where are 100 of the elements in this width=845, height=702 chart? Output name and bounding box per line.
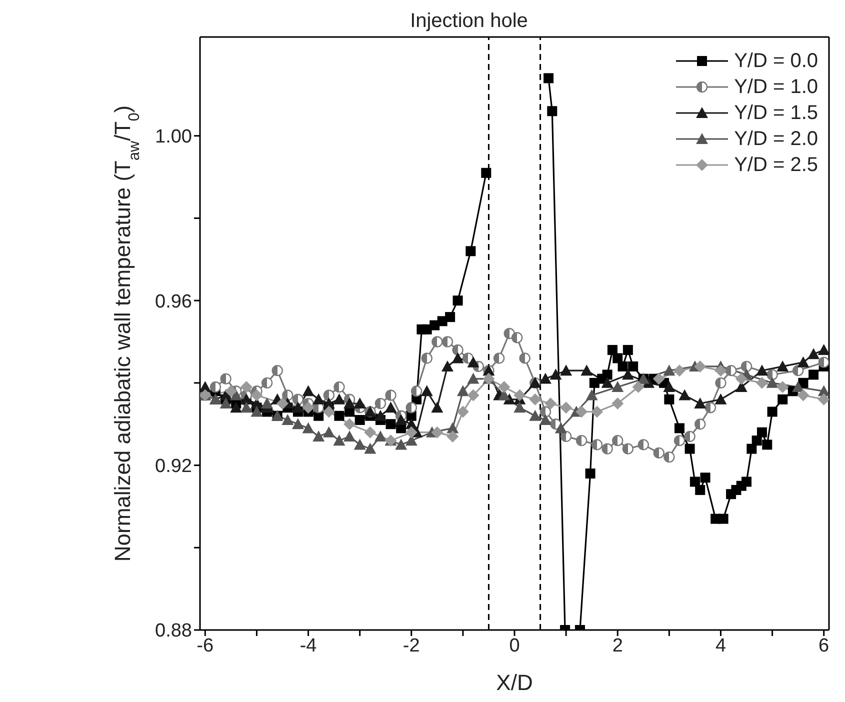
point	[374, 410, 386, 421]
point	[374, 430, 386, 442]
point	[272, 364, 283, 376]
point	[292, 418, 304, 430]
point	[431, 402, 444, 413]
point	[250, 406, 263, 417]
point	[550, 368, 562, 380]
point	[333, 434, 346, 446]
point	[664, 451, 675, 463]
point	[354, 438, 366, 450]
point	[441, 360, 454, 372]
point	[818, 385, 829, 396]
point	[735, 372, 748, 385]
legend-label: Y/D = 1.0	[734, 76, 818, 98]
point	[514, 402, 526, 413]
y-tick-label: 1.00	[155, 126, 192, 148]
point	[684, 430, 696, 442]
point	[560, 402, 572, 414]
point	[632, 381, 644, 394]
point	[385, 390, 396, 401]
y-tick-label: 0.96	[155, 291, 192, 312]
point	[529, 393, 542, 406]
point	[554, 422, 567, 434]
point	[276, 398, 288, 410]
point	[612, 398, 624, 410]
point	[405, 426, 418, 438]
point	[818, 344, 829, 355]
point	[322, 406, 335, 418]
point	[467, 372, 480, 384]
point	[344, 430, 356, 442]
point	[312, 393, 325, 404]
point	[344, 398, 356, 409]
point	[302, 385, 314, 396]
x-tick-label: 4	[715, 635, 726, 656]
x-tick-label: -6	[196, 635, 214, 656]
x-tick-label: 2	[612, 635, 623, 656]
point	[602, 443, 613, 454]
legend-label: Y/D = 2.5	[734, 154, 818, 176]
point	[323, 390, 334, 401]
point	[540, 406, 552, 418]
point	[519, 352, 530, 364]
point	[601, 376, 614, 388]
point	[224, 385, 237, 398]
point	[714, 393, 727, 404]
point	[467, 389, 480, 402]
point	[590, 406, 603, 418]
point	[261, 377, 273, 389]
point	[622, 368, 634, 380]
point	[410, 386, 422, 397]
y-tick-label: 0.88	[155, 620, 192, 642]
point	[230, 389, 242, 400]
point	[674, 434, 686, 446]
point	[240, 402, 252, 413]
x-tick-label: 0	[509, 635, 520, 656]
point	[638, 439, 649, 450]
point	[312, 430, 325, 442]
point	[776, 381, 789, 394]
point	[694, 360, 706, 372]
point	[431, 426, 444, 438]
point	[498, 381, 510, 394]
point	[210, 381, 222, 393]
point	[395, 438, 408, 450]
point	[704, 402, 716, 414]
point	[493, 352, 505, 364]
point	[544, 398, 557, 410]
point	[740, 360, 752, 372]
point	[467, 356, 480, 368]
point	[678, 389, 691, 400]
point	[715, 377, 726, 389]
point	[456, 406, 469, 418]
point	[344, 418, 356, 430]
point	[384, 402, 397, 413]
point	[694, 418, 706, 430]
point	[694, 398, 706, 409]
x-tick-label: -2	[402, 635, 420, 656]
point	[539, 372, 552, 384]
point	[333, 393, 346, 404]
point	[364, 442, 376, 454]
point	[576, 434, 588, 446]
point	[653, 447, 664, 459]
point	[292, 402, 304, 413]
point	[539, 414, 552, 425]
point	[452, 352, 464, 364]
point	[818, 393, 829, 406]
point	[766, 376, 778, 388]
point	[456, 385, 469, 396]
point	[663, 364, 676, 376]
point	[282, 414, 294, 425]
point	[792, 364, 804, 376]
x-tick-label: 6	[818, 635, 830, 656]
y-tick-label: 0.92	[155, 456, 192, 478]
point	[529, 410, 542, 421]
point	[446, 430, 459, 442]
point	[220, 373, 232, 384]
point	[756, 364, 768, 376]
point	[302, 402, 314, 414]
point	[560, 364, 572, 376]
point	[230, 402, 242, 413]
legend-label: Y/D = 1.5	[734, 102, 818, 124]
point	[261, 398, 274, 409]
